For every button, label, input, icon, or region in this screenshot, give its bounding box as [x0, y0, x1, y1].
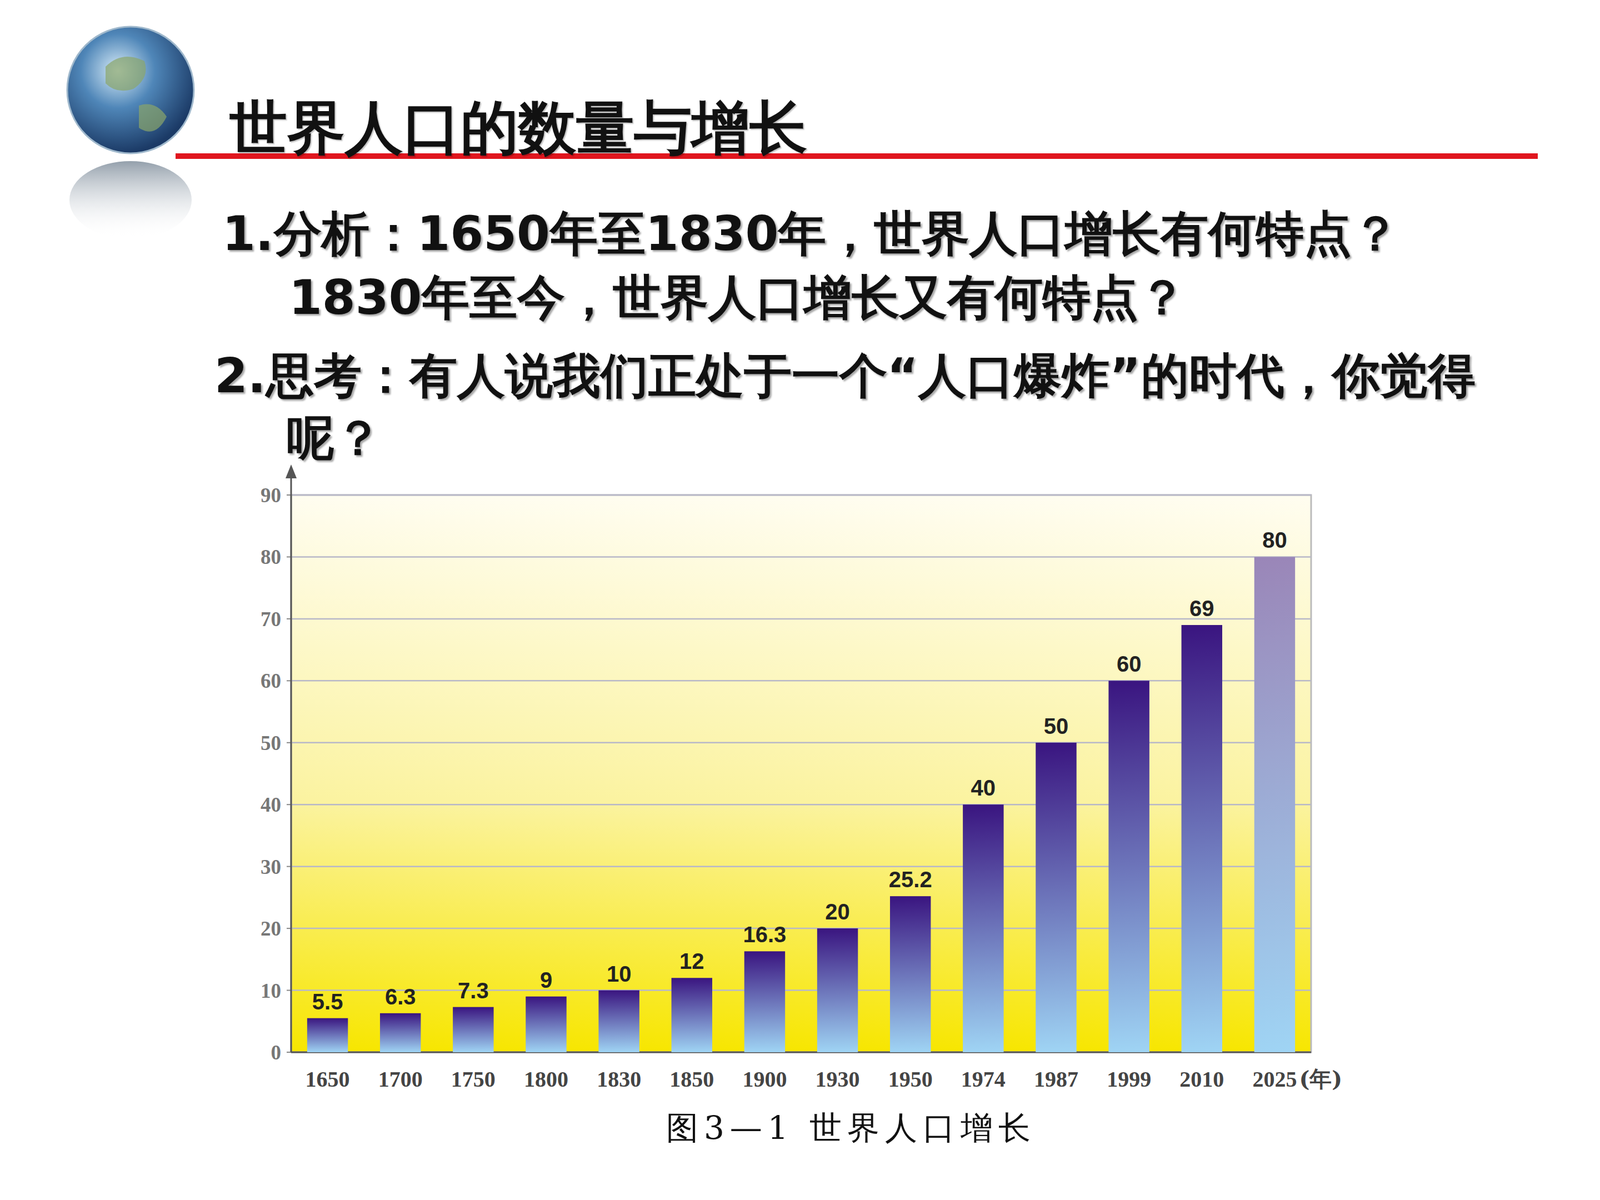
x-axis-title: (年): [1298, 1065, 1343, 1092]
x-tick-label: 2010: [1179, 1066, 1224, 1092]
x-tick-label: 1750: [451, 1066, 496, 1092]
bar: [744, 951, 785, 1053]
bar: [890, 896, 931, 1053]
x-tick-label: 1650: [305, 1066, 350, 1092]
data-label: 10: [606, 961, 632, 987]
y-tick-label: 40: [260, 793, 282, 817]
y-tick-label: 0: [271, 1041, 282, 1064]
data-label: 50: [1043, 713, 1069, 739]
x-tick-label: 1700: [378, 1066, 423, 1092]
slide-title: 世界人口的数量与增长: [229, 91, 808, 164]
x-tick-label: 1999: [1106, 1066, 1152, 1092]
data-label: 25.2: [888, 867, 933, 892]
data-label: 5.5: [312, 989, 344, 1014]
x-tick-label: 2025: [1252, 1066, 1297, 1092]
bar: [380, 1013, 421, 1053]
bar: [1254, 556, 1295, 1053]
y-axis: [290, 467, 293, 1053]
caption: 图3—1 世界人口增长: [666, 1108, 1037, 1147]
bar: [1181, 625, 1223, 1053]
data-label: 7.3: [457, 978, 489, 1003]
y-tick-label: 70: [260, 607, 282, 631]
grid-line: [291, 803, 1312, 806]
data-label: 9: [540, 967, 553, 993]
question: 1.分析：1650年至1830年，世界人口增长有何特点？: [222, 202, 1400, 264]
globe-icon: [67, 26, 194, 154]
grid-line: [291, 989, 1312, 992]
bar: [598, 990, 639, 1053]
question: 2.思考：有人说我们正处于一个“人口爆炸”的时代，你觉得呢？: [214, 344, 1548, 469]
grid-line: [291, 680, 1312, 682]
y-tick-label: 30: [260, 855, 282, 879]
x-tick-label: 1930: [815, 1066, 860, 1092]
bar: [817, 928, 858, 1053]
y-tick-label: 60: [260, 669, 282, 693]
x-tick-label: 1987: [1033, 1066, 1079, 1092]
grid-line: [291, 618, 1312, 620]
bar: [525, 996, 567, 1053]
grid-line: [291, 865, 1312, 868]
x-tick-label: 1950: [888, 1066, 933, 1092]
x-tick-label: 1830: [596, 1066, 642, 1092]
grid-line: [291, 556, 1312, 558]
bar: [452, 1007, 494, 1053]
y-tick-label: 10: [260, 979, 282, 1003]
bar: [671, 977, 713, 1053]
globe-land: [105, 56, 167, 132]
y-tick-label: 80: [260, 545, 282, 569]
data-label: 40: [971, 775, 997, 800]
canvas: 01020304050607080905.56.37.39101216.3202…: [0, 0, 1600, 1200]
x-axis: [291, 1051, 1312, 1054]
question: 1830年至今，世界人口增长又有何特点？: [288, 266, 1187, 328]
y-tick-label: 90: [260, 483, 282, 507]
data-label: 69: [1189, 596, 1215, 621]
grid-line: [291, 742, 1312, 744]
globe-reflection: [69, 161, 192, 239]
grid-line: [291, 927, 1312, 930]
plot-area: [291, 495, 1312, 1053]
bar: [1108, 680, 1149, 1053]
data-label: 12: [679, 948, 705, 974]
x-tick-label: 1974: [961, 1066, 1006, 1092]
grid-line: [291, 1051, 1312, 1054]
data-label: 60: [1116, 651, 1142, 677]
bars: [307, 556, 1295, 1053]
grid-line: [291, 494, 1312, 497]
y-tick-label: 20: [260, 917, 282, 940]
bar: [307, 1018, 348, 1053]
bar: [962, 804, 1004, 1053]
data-label: 20: [825, 899, 850, 924]
y-tick-label: 50: [260, 731, 282, 755]
x-tick-label: 1900: [742, 1066, 787, 1092]
data-label: 16.3: [742, 922, 787, 947]
bar: [1035, 742, 1077, 1053]
x-tick-label: 1800: [523, 1066, 569, 1092]
data-label: 80: [1262, 527, 1288, 553]
x-tick-label: 1850: [669, 1066, 714, 1092]
data-label: 6.3: [385, 984, 417, 1009]
grid: [286, 495, 1312, 1053]
y-axis-arrow: [285, 464, 297, 479]
